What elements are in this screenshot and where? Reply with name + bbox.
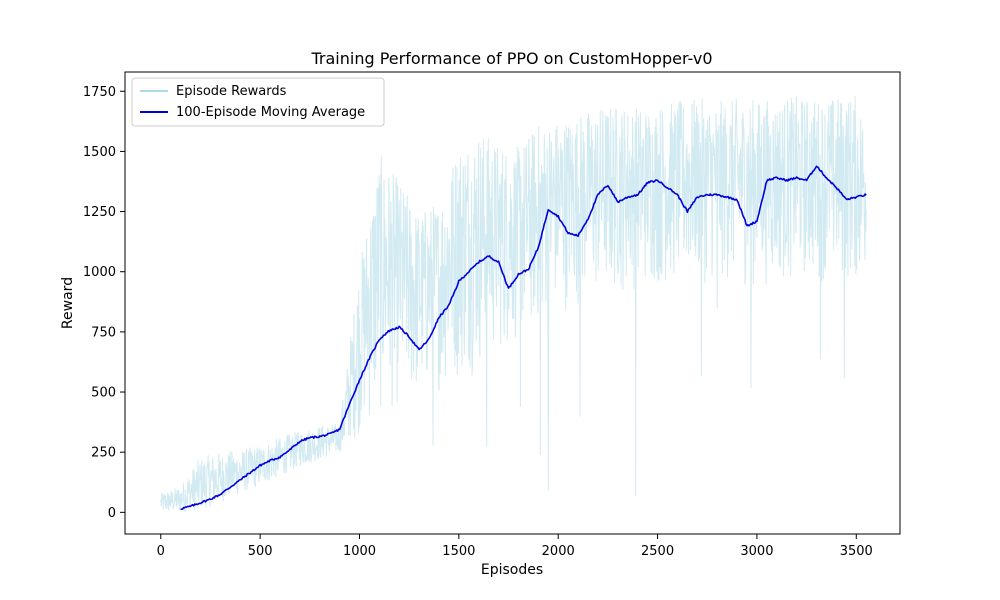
y-tick-label: 250 <box>91 446 116 461</box>
y-tick-label: 0 <box>108 506 116 521</box>
y-tick-label: 1500 <box>83 145 116 160</box>
x-tick-label: 3000 <box>740 544 773 559</box>
episode-rewards-line <box>160 95 867 512</box>
legend-label-moving-average: 100-Episode Moving Average <box>176 105 365 120</box>
x-tick-label: 500 <box>248 544 273 559</box>
y-tick-label: 1000 <box>83 265 116 280</box>
plot-frame <box>124 71 901 535</box>
episode-rewards-layer <box>160 95 867 512</box>
x-tick-label: 1500 <box>442 544 475 559</box>
x-tick-label: 1000 <box>343 544 376 559</box>
x-tick-label: 0 <box>157 544 165 559</box>
legend-box <box>131 77 385 127</box>
y-tick-label: 1250 <box>83 205 116 220</box>
x-tick-label: 2000 <box>542 544 575 559</box>
legend: Episode Rewards 100-Episode Moving Avera… <box>131 77 385 127</box>
x-tick-label: 3500 <box>840 544 873 559</box>
y-tick-label: 500 <box>91 386 116 401</box>
x-axis-ticks: 0 500 1000 1500 2000 2500 3000 3500 <box>157 534 873 559</box>
y-axis-label: Reward <box>60 277 76 329</box>
y-tick-label: 1750 <box>83 85 116 100</box>
moving-average-line <box>180 165 867 511</box>
chart-title: Training Performance of PPO on CustomHop… <box>310 49 712 68</box>
y-tick-label: 750 <box>91 325 116 340</box>
x-axis-label: Episodes <box>481 562 543 578</box>
moving-average-layer <box>180 165 867 511</box>
x-tick-label: 2500 <box>641 544 674 559</box>
y-axis-ticks: 0 250 500 750 1000 1250 1500 1750 <box>83 85 125 521</box>
legend-label-episode-rewards: Episode Rewards <box>176 84 287 99</box>
